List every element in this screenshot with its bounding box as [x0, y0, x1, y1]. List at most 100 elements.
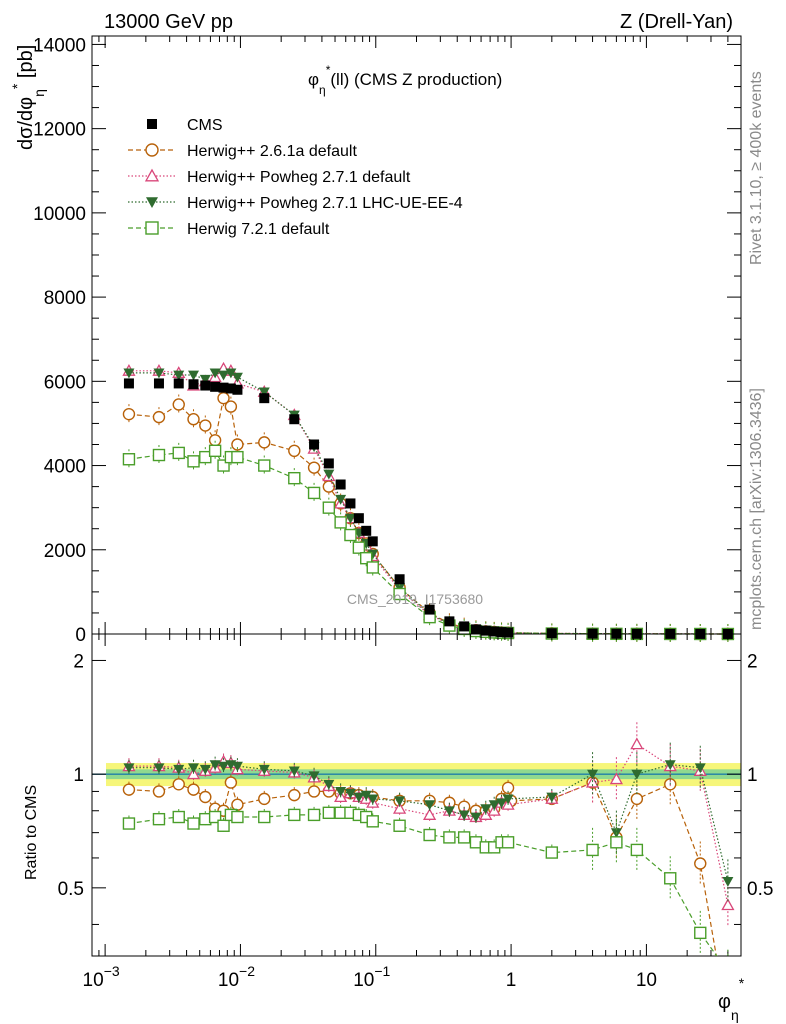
data-point	[344, 528, 357, 542]
y-tick-label-right: 1	[747, 765, 758, 786]
ratio-point	[258, 810, 271, 824]
ratio-point	[258, 792, 271, 806]
mcplots-label: mcplots.cern.ch [arXiv:1306.3436]	[748, 388, 765, 630]
legend-marker	[144, 168, 160, 182]
y-tick-label: 2	[73, 651, 84, 672]
ratio-point	[694, 763, 706, 774]
ratio-point	[218, 761, 230, 772]
ratio-point	[172, 778, 185, 791]
ratio-series-2	[122, 722, 735, 928]
ratio-point	[307, 785, 321, 798]
legend: CMS Herwig++ 2.6.1a default Herwig++ Powhe…	[128, 117, 463, 238]
y-tick-label: 0	[75, 625, 86, 646]
ratio-series	[122, 722, 735, 956]
upper-y-axis-label: dσ/dφη* [pb]	[9, 45, 47, 150]
data-point	[231, 438, 244, 451]
ratio-series-4	[122, 804, 729, 956]
upper-series	[122, 361, 735, 644]
data-point	[394, 574, 405, 585]
data-point	[224, 400, 238, 413]
ratio-point	[502, 794, 514, 805]
y-tick-label: 2000	[44, 541, 86, 562]
ratio-point	[308, 771, 320, 782]
ratio-point	[586, 843, 599, 857]
data-point	[366, 561, 379, 574]
ratio-y-axis-label: Ratio to CMS	[23, 785, 40, 880]
x-tick-label: 1	[506, 970, 517, 991]
data-point	[470, 624, 481, 635]
data-point	[322, 501, 336, 514]
ratio-point	[288, 808, 301, 822]
data-point	[188, 370, 200, 381]
data-point	[424, 604, 435, 615]
x-tick-label: 10−1	[353, 963, 390, 991]
data-point	[459, 621, 470, 632]
legend-marker	[145, 221, 159, 235]
ratio-axis-ticks: 10−3 10−2 10−1 1 10 0.5 0.5 1 1 2 2	[58, 634, 773, 991]
data-point	[307, 461, 321, 474]
ratio-point	[458, 810, 470, 821]
ratio-point	[344, 788, 356, 799]
ratio-point	[694, 857, 707, 870]
data-point	[187, 455, 200, 468]
ratio-point	[443, 831, 456, 844]
y-tick-label: 0.5	[58, 879, 84, 900]
data-point	[173, 370, 185, 381]
data-point	[334, 516, 347, 529]
series-line	[128, 743, 729, 906]
data-point	[258, 436, 271, 449]
legend-label: Herwig++ Powheg 2.7.1 default	[187, 169, 411, 186]
ratio-point	[322, 806, 336, 820]
legend-label: Herwig++ Powheg 2.7.1 LHC-UE-EE-4	[187, 195, 463, 212]
header-left: 13000 GeV pp	[104, 11, 233, 33]
data-point	[208, 434, 222, 447]
data-point	[360, 551, 373, 565]
data-point	[309, 439, 320, 450]
legend-label: CMS	[187, 117, 223, 134]
data-point	[225, 368, 237, 379]
ratio-point	[335, 787, 347, 797]
ratio-point	[722, 877, 734, 887]
ratio-point	[173, 764, 185, 775]
ratio-point	[288, 788, 301, 802]
ratio-point	[122, 783, 136, 796]
ratio-point	[630, 737, 644, 750]
ratio-point	[664, 872, 677, 885]
data-point	[153, 378, 164, 389]
data-point	[489, 626, 500, 637]
x-axis-label: φη*	[718, 975, 745, 1023]
data-point	[199, 419, 212, 432]
data-point	[393, 587, 406, 601]
data-point	[353, 513, 364, 524]
data-point	[188, 379, 199, 390]
ratio-point	[231, 810, 244, 824]
data-point	[444, 616, 455, 627]
ratio-point	[153, 763, 165, 774]
data-point	[199, 450, 212, 464]
ratio-point	[199, 790, 212, 804]
data-point	[335, 494, 347, 505]
data-point	[152, 448, 166, 462]
ratio-point	[123, 763, 135, 774]
ratio-point	[188, 763, 200, 774]
ratio-point	[664, 760, 676, 771]
legend-marker	[146, 197, 158, 208]
data-point	[259, 393, 270, 404]
ratio-point	[630, 792, 644, 806]
ratio-point	[480, 804, 492, 815]
ratio-point	[610, 836, 623, 849]
ratio-point	[470, 812, 482, 823]
data-point	[210, 381, 221, 392]
ratio-point	[122, 817, 136, 830]
data-point	[217, 459, 230, 472]
y-tick-label: 12000	[33, 120, 86, 141]
data-point	[232, 384, 243, 395]
data-point	[122, 453, 136, 466]
y-tick-label: 4000	[44, 457, 86, 478]
ratio-point	[443, 806, 455, 817]
data-point	[352, 541, 366, 554]
data-point	[546, 628, 557, 639]
data-point	[152, 410, 166, 424]
ratio-point	[366, 815, 379, 828]
